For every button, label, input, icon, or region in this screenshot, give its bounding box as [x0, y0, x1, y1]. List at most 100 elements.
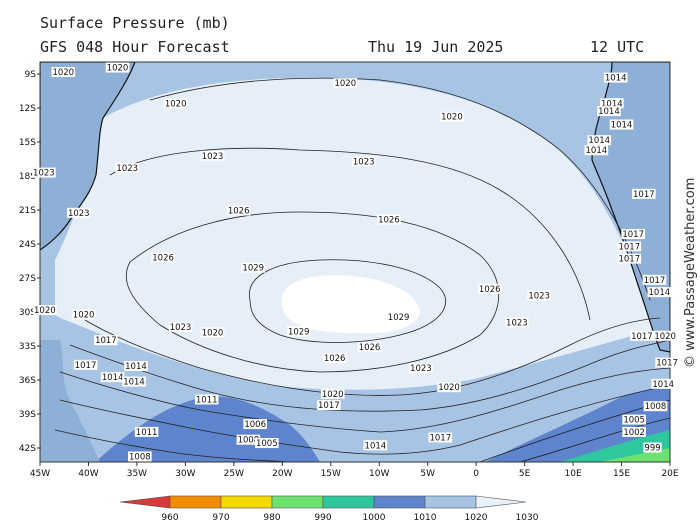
isobar-label: 1017 — [633, 190, 655, 200]
isobar-label: 1008 — [238, 436, 260, 446]
isobar-label: 1023 — [68, 209, 90, 219]
isobar-label-bg — [617, 253, 642, 264]
isobar-label: 1017 — [656, 359, 678, 369]
isobar-label: 1006 — [244, 420, 266, 430]
lon-label: 30W — [175, 469, 195, 479]
lat-label: 21S — [19, 206, 36, 216]
lat-label: 18S — [19, 172, 36, 182]
isobar-label: 1017 — [631, 332, 653, 342]
legend-swatch — [271, 495, 324, 509]
lat-label: 42S — [19, 444, 36, 454]
isobar-label-bg — [134, 426, 159, 437]
lon-label: 20W — [272, 469, 292, 479]
isobar-label: 1014 — [652, 380, 674, 390]
isobar-label: 1026 — [228, 207, 250, 217]
isobar-label-bg — [437, 382, 461, 393]
legend-label: 980 — [263, 513, 280, 523]
south-america-land-south — [40, 340, 100, 462]
isobar-label-bg — [587, 135, 612, 146]
isobar-label-bg — [642, 274, 667, 285]
legend-label: 1020 — [465, 513, 488, 523]
isobar-label: 1026 — [378, 216, 400, 226]
isobar-label-bg — [357, 341, 382, 352]
isobar-label-bg — [622, 414, 646, 425]
isobar-label: 1014 — [123, 378, 145, 388]
lon-label: 45W — [30, 469, 50, 479]
isobar-label-bg — [643, 401, 668, 412]
isobar-label: 1023 — [353, 157, 375, 167]
isobar-label-bg — [200, 327, 225, 338]
isobar-label: 1008 — [129, 452, 151, 462]
isobar-label-bg — [597, 106, 621, 117]
lon-label: 40W — [78, 469, 98, 479]
isobar-label: 1020 — [107, 64, 129, 74]
isobar-label-bg — [440, 111, 464, 122]
isobar-label-bg — [66, 207, 91, 218]
isobar-label-bg — [255, 438, 279, 449]
lon-label: 15E — [613, 469, 630, 479]
isobar-label-bg — [105, 62, 130, 73]
lat-label: 30S — [19, 308, 36, 318]
isobar-label-bg — [163, 98, 188, 109]
isobar-label-bg — [124, 360, 148, 371]
isobar-label-bg — [51, 67, 76, 77]
credit-text: © www.PassageWeather.com — [683, 178, 698, 368]
isobar-label-bg — [505, 317, 529, 328]
isobar-label-bg — [151, 252, 175, 263]
isobar-label: 1029 — [388, 313, 410, 323]
isobar-label: 1026 — [359, 343, 381, 353]
legend-label: 960 — [161, 513, 178, 523]
isobar-label: 1014 — [649, 288, 671, 298]
credit-vertical: © www.PassageWeather.com — [683, 178, 698, 368]
isobar-label-bg — [351, 156, 376, 167]
isobar-label: 1023 — [410, 364, 432, 374]
isobar-label: 1014 — [102, 373, 124, 383]
forecast-subtitle: GFS 048 Hour Forecast — [40, 38, 230, 56]
isobar-label: 1014 — [588, 136, 610, 146]
isobar-label-bg — [194, 394, 219, 405]
isobar-label-bg — [653, 330, 677, 341]
legend-label: 1030 — [516, 513, 539, 523]
isobar-label: 1011 — [196, 395, 218, 405]
isobar-label-bg — [647, 287, 672, 298]
isobar-label-bg — [122, 376, 146, 387]
isobar-label-bg — [94, 335, 118, 346]
isobar-label-bg — [386, 311, 411, 322]
isobar-label-bg — [428, 432, 453, 443]
lon-label: 5E — [519, 469, 531, 479]
isobar-label: 1002 — [623, 428, 645, 438]
isobar-label: 1017 — [644, 276, 666, 286]
isobar-label: 1008 — [645, 402, 667, 412]
isobar-label-bg — [71, 309, 96, 320]
lon-label: 10W — [369, 469, 389, 479]
legend-swatch — [322, 495, 375, 509]
south-america-land — [40, 62, 136, 251]
isobar-label: 1017 — [618, 255, 640, 265]
isobar-label: 1023 — [170, 323, 192, 333]
isobar-label: 1020 — [34, 306, 56, 316]
isobar-label-bg — [651, 378, 676, 389]
isobar-label: 1020 — [654, 332, 676, 342]
isobar-label: 1005 — [623, 416, 645, 426]
legend-label: 1010 — [414, 513, 437, 523]
legend-label: 990 — [314, 513, 331, 523]
isobar-label-bg — [477, 283, 502, 294]
isobar-label: 1020 — [438, 383, 460, 393]
isobar-label-bg — [322, 353, 347, 364]
isobar-label: 1023 — [528, 292, 550, 302]
isobar-label-bg — [527, 290, 551, 301]
isobar-label: 1017 — [95, 336, 117, 346]
isobar-label-bg — [73, 359, 98, 370]
isobar-label: 1017 — [618, 242, 640, 252]
isobar-label-bg — [617, 241, 642, 252]
isobar-label: 1014 — [586, 146, 608, 156]
legend-swatch — [373, 495, 426, 509]
legend-arrow-low — [119, 495, 171, 509]
lat-label: 12S — [19, 104, 36, 114]
legend-swatch — [424, 495, 477, 509]
isobar-label-bg — [317, 400, 341, 411]
isobar-labels: 1020 1020 1020 1020 1020 1023 1023 1023 1023 1023… — [32, 62, 679, 462]
isobar-label: 1014 — [125, 362, 147, 372]
chart-title: Surface Pressure (mb) — [40, 14, 230, 32]
legend-label: 1000 — [363, 513, 386, 523]
